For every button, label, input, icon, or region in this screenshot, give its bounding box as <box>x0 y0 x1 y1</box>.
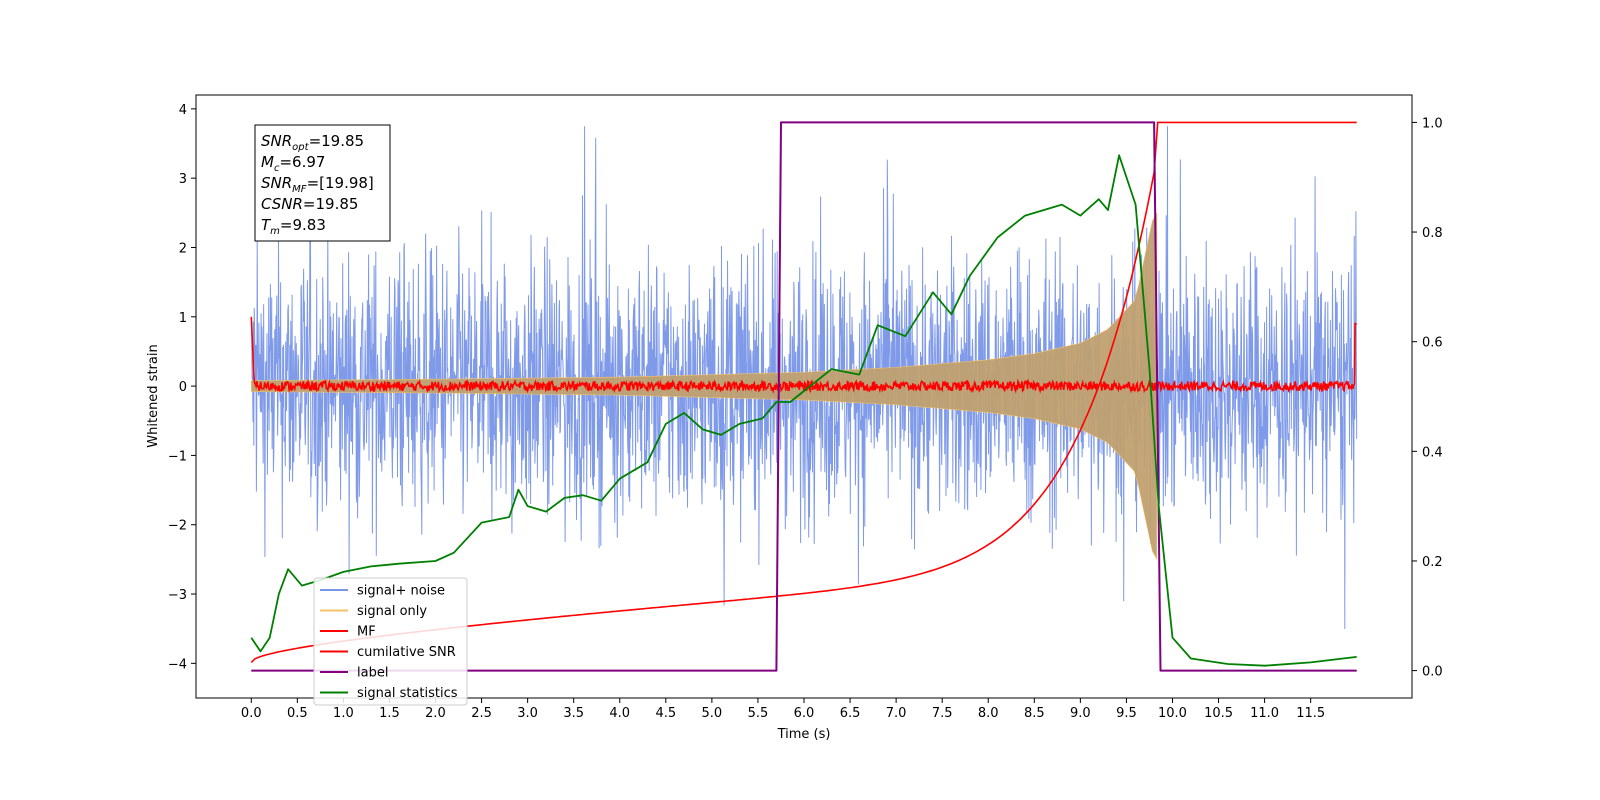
x-tick-label: 4.0 <box>609 706 630 721</box>
x-tick-label: 10.5 <box>1204 706 1233 721</box>
x-tick-label: 8.5 <box>1024 706 1045 721</box>
x-tick-label: 3.5 <box>563 706 584 721</box>
x-tick-label: 10.0 <box>1158 706 1187 721</box>
x-tick-label: 0.0 <box>241 706 262 721</box>
y-tick-label: −3 <box>168 588 187 603</box>
y-right-tick-label: 0.4 <box>1422 445 1443 460</box>
y-tick-label: 1 <box>179 311 187 326</box>
legend-entry: signal statistics <box>357 686 458 701</box>
legend-frame <box>313 577 468 706</box>
legend-entry: signal+ noise <box>357 584 445 599</box>
x-tick-label: 6.5 <box>840 706 861 721</box>
x-tick-label: 8.0 <box>978 706 999 721</box>
x-axis-label: Time (s) <box>777 727 831 742</box>
y-right-tick-label: 0.8 <box>1422 226 1443 241</box>
y-tick-label: −1 <box>168 449 187 464</box>
y-right-tick-label: 0.0 <box>1422 665 1443 680</box>
x-tick-label: 6.0 <box>794 706 815 721</box>
info-line: Mc=6.97 <box>261 153 325 174</box>
x-tick-label: 2.0 <box>425 706 446 721</box>
info-box: SNRopt=19.85Mc=6.97SNRMF=[19.98]CSNR=19.… <box>254 124 391 242</box>
x-tick-label: 4.5 <box>655 706 676 721</box>
info-line: SNRMF=[19.98] <box>261 174 374 195</box>
info-box-frame <box>254 124 391 242</box>
x-tick-label: 9.5 <box>1116 706 1137 721</box>
info-line: Tm=9.83 <box>261 216 326 237</box>
legend-entry: label <box>357 666 388 681</box>
x-tick-label: 2.5 <box>471 706 492 721</box>
x-tick-label: 0.5 <box>287 706 308 721</box>
x-tick-label: 1.5 <box>379 706 400 721</box>
y-axis-label: Whitened strain <box>146 344 161 447</box>
series-label <box>251 121 1357 672</box>
legend-entry: cumilative SNR <box>357 645 456 660</box>
x-tick-label: 11.0 <box>1250 706 1279 721</box>
y-right-tick-label: 0.2 <box>1422 555 1443 570</box>
info-line: SNRopt=19.85 <box>261 132 364 153</box>
y-tick-label: −2 <box>168 519 187 534</box>
y-tick-label: 2 <box>179 241 187 256</box>
legend-entry: signal only <box>357 604 427 619</box>
info-line: CSNR=19.85 <box>261 195 358 213</box>
y-axis-right: 1.0 0.8 0.6 0.4 0.2 0.0 <box>1412 116 1443 680</box>
y-tick-label: −4 <box>168 657 187 672</box>
x-tick-label: 7.0 <box>886 706 907 721</box>
legend: signal+ noise signal only MF cumilative SNR… <box>313 577 468 706</box>
x-tick-label: 9.0 <box>1070 706 1091 721</box>
x-tick-label: 5.0 <box>702 706 723 721</box>
x-tick-label: 7.5 <box>932 706 953 721</box>
y-right-tick-label: 0.6 <box>1422 336 1443 351</box>
y-tick-label: 0 <box>179 380 187 395</box>
y-tick-label: 3 <box>179 172 187 187</box>
y-right-tick-label: 1.0 <box>1422 116 1443 131</box>
y-tick-label: 4 <box>179 103 187 118</box>
x-tick-label: 1.0 <box>333 706 354 721</box>
series-layer <box>250 121 1358 672</box>
x-axis: 0.0 0.5 1.0 1.5 2.0 2.5 3.0 3.5 4.0 4.5 5.0 5.5 6.0 6… <box>241 698 1325 721</box>
series-signal-statistics <box>250 154 1357 667</box>
legend-entry: MF <box>357 625 376 640</box>
y-axis-left: 4 3 2 1 0 −1 −2 −3 −4 <box>168 103 196 672</box>
x-tick-label: 3.0 <box>517 706 538 721</box>
x-tick-label: 11.5 <box>1296 706 1325 721</box>
x-tick-label: 5.5 <box>748 706 769 721</box>
